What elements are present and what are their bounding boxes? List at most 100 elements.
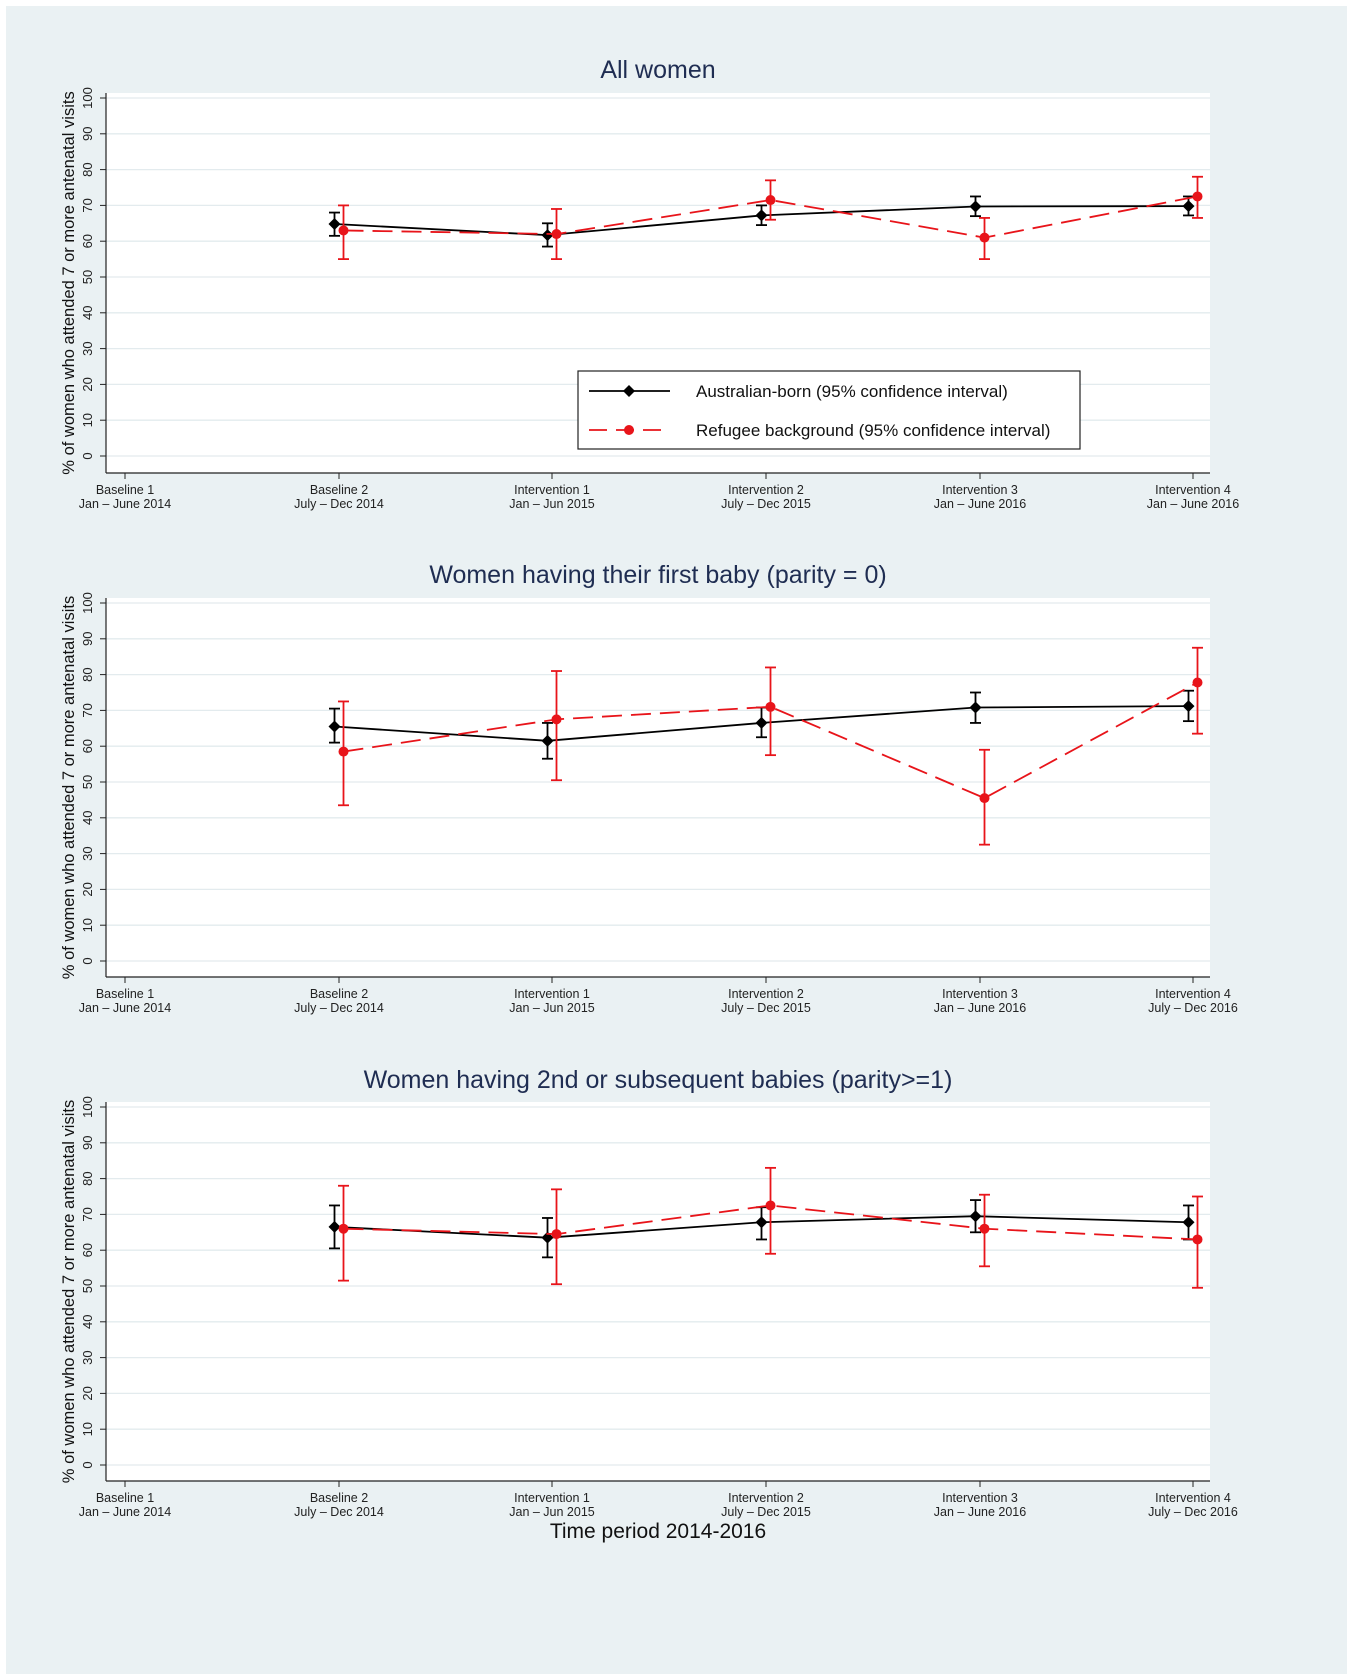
data-point bbox=[1182, 1216, 1195, 1229]
x-tick-label: Intervention 3 bbox=[942, 1491, 1018, 1505]
x-tick-label: Baseline 1 bbox=[96, 987, 154, 1001]
x-tick-sublabel: Jan – June 2016 bbox=[934, 1001, 1026, 1015]
x-tick-sublabel: Jan – June 2016 bbox=[1147, 497, 1239, 511]
x-tick-label: Intervention 1 bbox=[514, 1491, 590, 1505]
x-tick-sublabel: Jan – Jun 2015 bbox=[509, 1001, 595, 1015]
data-point bbox=[1192, 1234, 1203, 1245]
y-axis-label: % of women who attended 7 or more antena… bbox=[60, 91, 78, 474]
x-tick-sublabel: Jan – June 2016 bbox=[934, 1505, 1026, 1519]
data-point bbox=[551, 714, 562, 725]
data-point bbox=[551, 229, 562, 240]
legend-label-refugee: Refugee background (95% confidence inter… bbox=[696, 421, 1050, 440]
x-tick-label: Baseline 1 bbox=[96, 1491, 154, 1505]
x-tick-label: Intervention 4 bbox=[1155, 1491, 1231, 1505]
data-point bbox=[541, 229, 554, 242]
x-tick-sublabel: July – Dec 2015 bbox=[721, 1001, 811, 1015]
y-tick-label: 0 bbox=[80, 452, 95, 459]
y-tick-label: 100 bbox=[80, 87, 95, 109]
panel-1: All women 0 10 20 30 40 50 60 70 80 90 100% of wome… bbox=[60, 56, 1239, 511]
y-tick-label: 0 bbox=[80, 1461, 95, 1468]
panel-title: All women bbox=[600, 56, 715, 84]
series-line bbox=[343, 681, 1198, 800]
x-tick-sublabel: Jan – Jun 2015 bbox=[509, 497, 595, 511]
data-point bbox=[969, 1210, 982, 1223]
data-point bbox=[551, 1229, 562, 1240]
panel-title: Women having their first baby (parity = … bbox=[429, 561, 886, 589]
data-point bbox=[755, 209, 768, 222]
y-tick-label: 50 bbox=[80, 1279, 95, 1293]
data-point bbox=[755, 1216, 768, 1229]
data-point bbox=[755, 716, 768, 729]
y-tick-label: 30 bbox=[80, 341, 95, 355]
y-tick-label: 100 bbox=[80, 592, 95, 614]
y-tick-label: 10 bbox=[80, 918, 95, 932]
y-tick-label: 80 bbox=[80, 1171, 95, 1185]
data-point bbox=[541, 734, 554, 747]
data-point bbox=[328, 1220, 341, 1233]
y-tick-label: 20 bbox=[80, 882, 95, 896]
y-tick-label: 30 bbox=[80, 846, 95, 860]
data-point bbox=[979, 793, 990, 804]
y-axis-label: % of women who attended 7 or more antena… bbox=[60, 596, 78, 979]
y-tick-label: 90 bbox=[80, 632, 95, 646]
x-tick-label: Intervention 4 bbox=[1155, 483, 1231, 497]
x-tick-sublabel: Jan – June 2014 bbox=[79, 1505, 171, 1519]
data-point bbox=[338, 746, 349, 757]
x-tick-sublabel: July – Dec 2015 bbox=[721, 497, 811, 511]
y-axis-label: % of women who attended 7 or more antena… bbox=[60, 1100, 78, 1483]
plot-area bbox=[106, 598, 1210, 977]
x-axis-title: Time period 2014-2016 bbox=[550, 1520, 766, 1543]
y-tick-label: 10 bbox=[80, 1422, 95, 1436]
y-tick-label: 10 bbox=[80, 413, 95, 427]
data-point bbox=[765, 701, 776, 712]
x-tick-sublabel: July – Dec 2015 bbox=[721, 1505, 811, 1519]
y-tick-label: 70 bbox=[80, 1207, 95, 1221]
x-tick-label: Intervention 1 bbox=[514, 483, 590, 497]
x-tick-sublabel: July – Dec 2014 bbox=[294, 1001, 384, 1015]
x-tick-sublabel: July – Dec 2016 bbox=[1148, 1001, 1238, 1015]
refugee-series bbox=[338, 1166, 1203, 1289]
data-point bbox=[1192, 191, 1203, 202]
data-point bbox=[338, 1223, 349, 1234]
y-tick-label: 50 bbox=[80, 775, 95, 789]
figure: All women 0 10 20 30 40 50 60 70 80 90 100% of wome… bbox=[6, 6, 1347, 1674]
refugee-series bbox=[338, 646, 1203, 846]
y-tick-label: 50 bbox=[80, 270, 95, 284]
australian-series bbox=[328, 1199, 1195, 1259]
x-tick-sublabel: July – Dec 2014 bbox=[294, 497, 384, 511]
x-tick-label: Intervention 3 bbox=[942, 483, 1018, 497]
y-tick-label: 70 bbox=[80, 703, 95, 717]
y-tick-label: 100 bbox=[80, 1096, 95, 1118]
x-tick-label: Baseline 2 bbox=[310, 987, 368, 1001]
x-tick-label: Intervention 2 bbox=[728, 1491, 804, 1505]
x-tick-sublabel: Jan – Jun 2015 bbox=[509, 1505, 595, 1519]
data-point bbox=[765, 1200, 776, 1211]
data-point bbox=[979, 1223, 990, 1234]
data-point bbox=[328, 720, 341, 733]
refugee-series bbox=[338, 175, 1203, 261]
panel-title: Women having 2nd or subsequent babies (p… bbox=[364, 1066, 953, 1094]
data-point bbox=[969, 701, 982, 714]
y-tick-label: 90 bbox=[80, 127, 95, 141]
x-tick-label: Intervention 1 bbox=[514, 987, 590, 1001]
x-tick-label: Intervention 2 bbox=[728, 987, 804, 1001]
data-point bbox=[1182, 700, 1195, 713]
y-tick-label: 80 bbox=[80, 162, 95, 176]
data-point bbox=[1192, 677, 1203, 688]
plot-area bbox=[106, 1102, 1210, 1481]
y-tick-label: 80 bbox=[80, 667, 95, 681]
y-tick-label: 40 bbox=[80, 1315, 95, 1329]
x-tick-sublabel: Jan – June 2014 bbox=[79, 1001, 171, 1015]
series-line bbox=[343, 1204, 1198, 1241]
x-tick-sublabel: July – Dec 2014 bbox=[294, 1505, 384, 1519]
y-tick-label: 30 bbox=[80, 1350, 95, 1364]
y-tick-label: 60 bbox=[80, 234, 95, 248]
legend: Australian-born (95% confidence interval… bbox=[577, 370, 1081, 450]
panel-2: Women having their first baby (parity = … bbox=[60, 561, 1238, 1015]
australian-series bbox=[328, 689, 1195, 760]
y-tick-label: 60 bbox=[80, 739, 95, 753]
y-tick-label: 90 bbox=[80, 1136, 95, 1150]
panel-3: Women having 2nd or subsequent babies (p… bbox=[60, 1066, 1238, 1519]
y-tick-label: 60 bbox=[80, 1243, 95, 1257]
